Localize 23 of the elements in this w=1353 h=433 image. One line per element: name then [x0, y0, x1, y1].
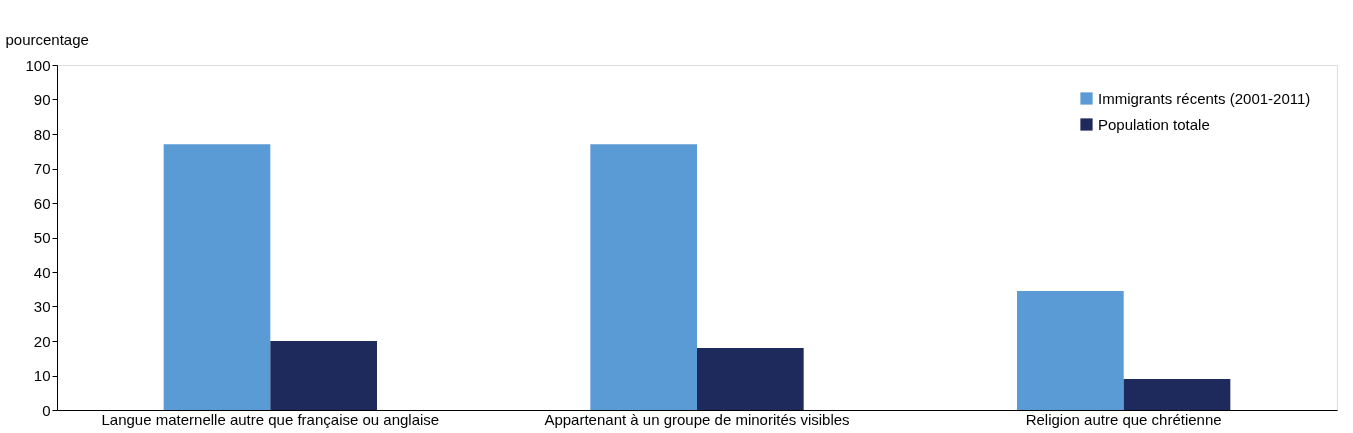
y-tick-label: 10 [33, 367, 51, 384]
x-tick-label: Langue maternelle autre que française ou anglaise [101, 410, 440, 428]
bar [1123, 378, 1231, 410]
legend-label: Immigrants récents (2001-2011) [1098, 89, 1311, 107]
bar [270, 341, 377, 410]
bar [590, 144, 697, 410]
y-tick-label: 40 [33, 263, 51, 281]
y-tick-label: 100 [25, 56, 51, 74]
x-tick-label: Religion autre que chrétienne [1025, 410, 1222, 428]
y-tick-label: 70 [33, 160, 51, 177]
x-tick-label: Appartenant à un groupe de minorités visibles [544, 410, 850, 428]
y-tick-label: 30 [33, 298, 51, 315]
bar [1017, 290, 1124, 410]
y-tick-label: 20 [33, 332, 51, 350]
y-axis-title: pourcentage [5, 30, 89, 48]
y-tick-label: 50 [33, 229, 51, 246]
legend-label: Population totale [1098, 115, 1210, 133]
bar [697, 347, 804, 410]
bar [163, 144, 271, 410]
y-tick-label: 0 [42, 401, 51, 419]
y-tick-label: 90 [33, 91, 51, 108]
y-tick-label: 60 [33, 194, 51, 212]
y-tick-label: 80 [33, 125, 51, 143]
